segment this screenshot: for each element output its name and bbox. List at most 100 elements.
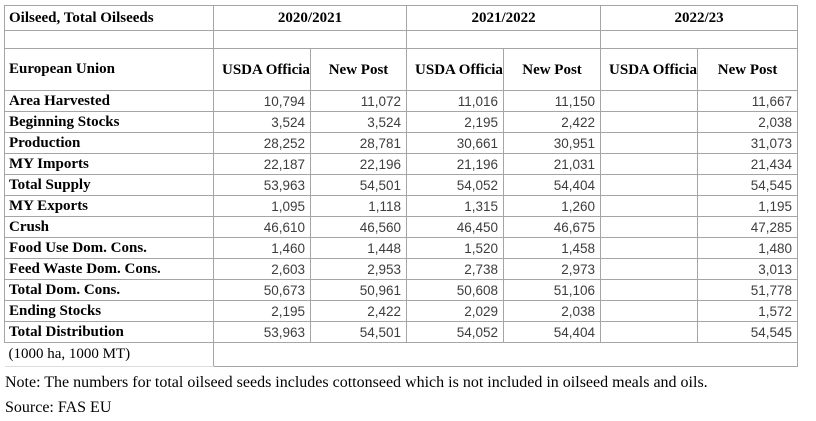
cell (600, 174, 699, 196)
cell: 11,150 (503, 90, 602, 112)
cell: 53,963 (213, 174, 311, 196)
cell: 54,545 (697, 174, 799, 196)
cell: 50,673 (213, 279, 311, 301)
cell: 1,095 (213, 195, 311, 217)
cell: 1,448 (309, 237, 408, 259)
row-label: MY Exports (4, 195, 214, 217)
row-label: Ending Stocks (4, 300, 214, 322)
table-row: Feed Waste Dom. Cons. 2,603 2,953 2,738 … (4, 258, 799, 280)
year-header-2020-2021: 2020/2021 (212, 5, 408, 31)
footer-notes: Note: The numbers for total oilseed seed… (5, 370, 815, 420)
row-label: Food Use Dom. Cons. (4, 237, 214, 259)
spacer-row (4, 30, 799, 49)
cell: 50,961 (309, 279, 408, 301)
cell: 2,953 (309, 258, 408, 280)
cell: 22,196 (309, 153, 408, 175)
table-row: MY Exports 1,095 1,118 1,315 1,260 1,195 (4, 195, 799, 217)
table-note: Note: The numbers for total oilseed seed… (5, 374, 708, 391)
row-label: Total Dom. Cons. (4, 279, 214, 301)
year-header-2021-2022: 2021/2022 (406, 5, 602, 31)
empty-cell (406, 30, 602, 49)
table-row: Food Use Dom. Cons. 1,460 1,448 1,520 1,… (4, 237, 799, 259)
region-header: European Union (4, 48, 214, 91)
empty-cell (212, 30, 408, 49)
cell (600, 216, 699, 238)
cell: 53,963 (213, 321, 311, 343)
cell: 2,195 (213, 300, 311, 322)
cell (600, 321, 699, 343)
cell: 31,073 (697, 132, 799, 154)
cell: 2,422 (503, 111, 602, 133)
psd-oilseeds-table: Oilseed, Total Oilseeds 2020/2021 2021/2… (4, 5, 799, 367)
cell: 1,480 (697, 237, 799, 259)
table-row: Ending Stocks 2,195 2,422 2,029 2,038 1,… (4, 300, 799, 322)
year-header-2022-23: 2022/23 (600, 5, 799, 31)
cell: 11,072 (309, 90, 408, 112)
row-label: Area Harvested (4, 90, 214, 112)
cell: 54,052 (406, 321, 505, 343)
cell: 54,501 (309, 321, 408, 343)
units-row: (1000 ha, 1000 MT) (4, 342, 799, 367)
cell: 50,608 (406, 279, 505, 301)
cell: 21,031 (503, 153, 602, 175)
cell (600, 153, 699, 175)
cell: 2,603 (213, 258, 311, 280)
cell: 1,520 (406, 237, 505, 259)
table-row: Crush 46,610 46,560 46,450 46,675 47,285 (4, 216, 799, 238)
row-label: Total Distribution (4, 321, 214, 343)
cell: 2,029 (406, 300, 505, 322)
cell (600, 90, 699, 112)
cell (600, 258, 699, 280)
cell: 51,778 (697, 279, 799, 301)
cell (600, 300, 699, 322)
table-row: MY Imports 22,187 22,196 21,196 21,031 2… (4, 153, 799, 175)
col-header-new-post-1: New Post (309, 48, 408, 91)
cell (600, 132, 699, 154)
table-row: Total Distribution 53,963 54,501 54,052 … (4, 321, 799, 343)
col-header-usda-official-2: USDA Official (406, 48, 505, 91)
cell: 1,315 (406, 195, 505, 217)
table-row: Total Supply 53,963 54,501 54,052 54,404… (4, 174, 799, 196)
cell: 46,610 (213, 216, 311, 238)
row-label: Total Supply (4, 174, 214, 196)
row-label: Production (4, 132, 214, 154)
cell (600, 111, 699, 133)
table-row: Total Dom. Cons. 50,673 50,961 50,608 51… (4, 279, 799, 301)
cell: 54,052 (406, 174, 505, 196)
cell: 10,794 (213, 90, 311, 112)
cell: 46,560 (309, 216, 408, 238)
empty-cell (4, 30, 214, 49)
cell: 2,038 (503, 300, 602, 322)
table-row: Beginning Stocks 3,524 3,524 2,195 2,422… (4, 111, 799, 133)
col-header-usda-official-3: USDA Official (600, 48, 699, 91)
row-label: Beginning Stocks (4, 111, 214, 133)
cell: 28,252 (213, 132, 311, 154)
cell: 2,195 (406, 111, 505, 133)
cell: 1,460 (213, 237, 311, 259)
col-header-new-post-3: New Post (697, 48, 799, 91)
cell: 54,404 (503, 174, 602, 196)
cell: 2,422 (309, 300, 408, 322)
cell: 3,524 (213, 111, 311, 133)
cell: 11,667 (697, 90, 799, 112)
cell: 2,038 (697, 111, 799, 133)
cell: 21,196 (406, 153, 505, 175)
cell: 1,195 (697, 195, 799, 217)
cell: 28,781 (309, 132, 408, 154)
cell (600, 195, 699, 217)
cell: 30,661 (406, 132, 505, 154)
table-header-row-years: Oilseed, Total Oilseeds 2020/2021 2021/2… (4, 5, 799, 31)
units-label: (1000 ha, 1000 MT) (4, 342, 214, 367)
cell: 54,501 (309, 174, 408, 196)
cell: 46,450 (406, 216, 505, 238)
cell: 22,187 (213, 153, 311, 175)
cell: 21,434 (697, 153, 799, 175)
cell: 1,260 (503, 195, 602, 217)
row-label: Crush (4, 216, 214, 238)
cell: 1,572 (697, 300, 799, 322)
col-header-new-post-2: New Post (503, 48, 602, 91)
table-title: Oilseed, Total Oilseeds (4, 5, 214, 31)
table-source: Source: FAS EU (5, 399, 112, 416)
table-row: Production 28,252 28,781 30,661 30,951 3… (4, 132, 799, 154)
cell: 2,973 (503, 258, 602, 280)
